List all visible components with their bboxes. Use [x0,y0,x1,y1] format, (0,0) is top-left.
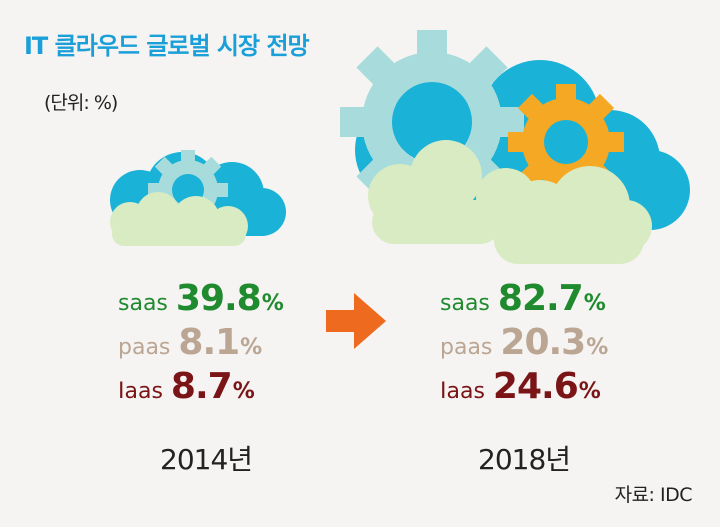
year-label-2014: 2014년 [160,443,253,476]
chart-title: IT 클라우드 글로벌 시장 전망 [24,32,310,60]
source-label: 자료: IDC [614,484,693,506]
year-label-2018: 2018년 [478,443,571,476]
percent-sign: % [232,379,255,404]
value-row-paas: paas 20.3% [440,322,608,366]
series-name-paas: paas [118,335,171,360]
data-label-iaas: 24.6 [492,366,579,407]
value-row-saas: saas 39.8% [118,278,284,322]
series-name-saas: saas [118,291,168,316]
percent-sign: % [586,335,609,360]
value-row-iaas: Iaas 8.7% [118,366,284,410]
percent-sign: % [578,379,601,404]
series-name-paas: paas [440,335,493,360]
value-row-saas: saas 82.7% [440,278,608,322]
unit-label: (단위: %) [44,92,118,114]
data-label-paas: 8.1 [178,322,240,363]
light-cloud-2014 [110,192,248,246]
series-name-saas: saas [440,291,490,316]
percent-sign: % [261,291,284,316]
data-label-saas: 82.7 [497,278,584,319]
percent-sign: % [583,291,606,316]
value-row-paas: paas 8.1% [118,322,284,366]
gear-icon-2018-orange [508,84,624,200]
percent-sign: % [240,335,263,360]
light-cloud-2018 [368,140,652,264]
value-row-iaas: Iaas 24.6% [440,366,608,410]
series-name-iaas: Iaas [118,379,163,404]
data-label-iaas: 8.7 [170,366,233,407]
data-label-saas: 39.8 [175,278,262,319]
data-label-paas: 20.3 [500,322,586,363]
arrow-right-icon [326,293,386,349]
series-name-iaas: Iaas [440,379,485,404]
values-2018: saas 82.7% paas 20.3% Iaas 24.6% [440,278,608,410]
values-2014: saas 39.8% paas 8.1% Iaas 8.7% [118,278,284,410]
